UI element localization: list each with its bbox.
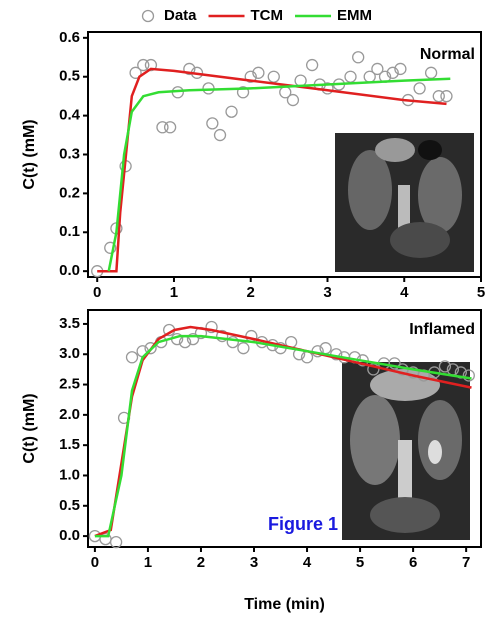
x-tick-label: 4: [400, 284, 409, 301]
y-axis-label: C(t) (mM): [21, 393, 38, 463]
y-tick-label: 0.0: [59, 262, 80, 279]
x-tick-label: 2: [197, 554, 205, 571]
plot-frame: [87, 309, 482, 548]
x-tick-label: 3: [250, 554, 258, 571]
y-tick-label: 0.0: [59, 527, 80, 544]
y-tick-label: 0.2: [59, 184, 80, 201]
y-tick-label: 2.5: [59, 376, 80, 393]
mri-inset-inflamed: [342, 362, 470, 540]
x-tick-label: 5: [477, 284, 485, 301]
panel-annotation: Inflamed: [409, 321, 475, 338]
fit-line: [97, 67, 447, 273]
data-point: [137, 58, 150, 72]
y-tick-label: 2.0: [59, 406, 80, 423]
data-point: [237, 342, 250, 355]
data-point: [462, 369, 475, 382]
data-point: [186, 332, 200, 346]
x-tick-label: 5: [356, 554, 364, 571]
y-tick-label: 0.1: [59, 223, 80, 240]
fit-line: [94, 334, 472, 538]
y-tick-label: 0.3: [59, 145, 80, 162]
data-point: [144, 342, 157, 355]
x-tick-label: 3: [323, 284, 331, 301]
data-point: [371, 62, 384, 76]
x-tick-label: 0: [91, 554, 99, 571]
data-point: [226, 335, 239, 349]
legend-marker: [141, 9, 155, 23]
y-tick-label: 0.6: [59, 29, 80, 46]
x-tick-label: 1: [144, 554, 152, 571]
data-point: [144, 58, 158, 72]
data-point: [109, 536, 123, 549]
figure-label: Figure 1: [268, 514, 338, 534]
mri-inset-normal: [335, 133, 474, 272]
legend-label: TCM: [251, 7, 284, 24]
data-point: [183, 62, 196, 76]
data-point: [213, 128, 227, 142]
data-point: [352, 51, 365, 64]
y-tick-label: 0.5: [59, 68, 80, 85]
y-tick-label: 0.4: [59, 107, 81, 124]
data-point: [440, 90, 453, 103]
y-axis-label: C(t) (mM): [21, 119, 38, 189]
y-tick-label: 3.5: [59, 315, 80, 332]
data-point: [432, 90, 445, 103]
y-tick-label: 1.0: [59, 466, 80, 483]
data-point: [386, 66, 399, 79]
data-point: [388, 357, 401, 370]
data-point: [367, 363, 380, 376]
x-tick-label: 7: [462, 554, 470, 571]
data-point: [129, 66, 142, 79]
data-point: [305, 58, 319, 72]
data-point: [206, 117, 219, 130]
x-tick-label: 4: [303, 554, 312, 571]
x-tick-label: 2: [247, 284, 255, 301]
y-tick-label: 1.5: [59, 436, 80, 453]
x-tick-label: 1: [170, 284, 178, 301]
x-tick-label: 6: [409, 554, 417, 571]
data-point: [104, 241, 117, 254]
legend-label: EMM: [337, 7, 372, 24]
data-point: [205, 320, 218, 334]
data-point: [413, 82, 426, 95]
data-point: [344, 70, 357, 83]
data-point: [216, 329, 229, 343]
data-point: [252, 66, 265, 79]
data-point: [125, 351, 139, 364]
legend-label: Data: [164, 7, 197, 24]
data-point: [267, 70, 280, 83]
x-axis-label: Time (min): [244, 596, 325, 613]
data-point: [286, 93, 300, 107]
y-tick-label: 3.0: [59, 345, 80, 362]
data-point: [156, 121, 169, 134]
data-point: [163, 121, 177, 134]
fit-line: [107, 77, 451, 272]
data-point: [225, 105, 238, 118]
y-tick-label: 0.5: [59, 497, 80, 514]
x-tick-label: 0: [93, 284, 101, 301]
data-point: [236, 86, 250, 99]
data-point: [394, 62, 407, 76]
panel-annotation: Normal: [420, 46, 475, 63]
data-point: [438, 360, 452, 373]
data-point: [244, 70, 257, 83]
data-point: [424, 66, 438, 79]
